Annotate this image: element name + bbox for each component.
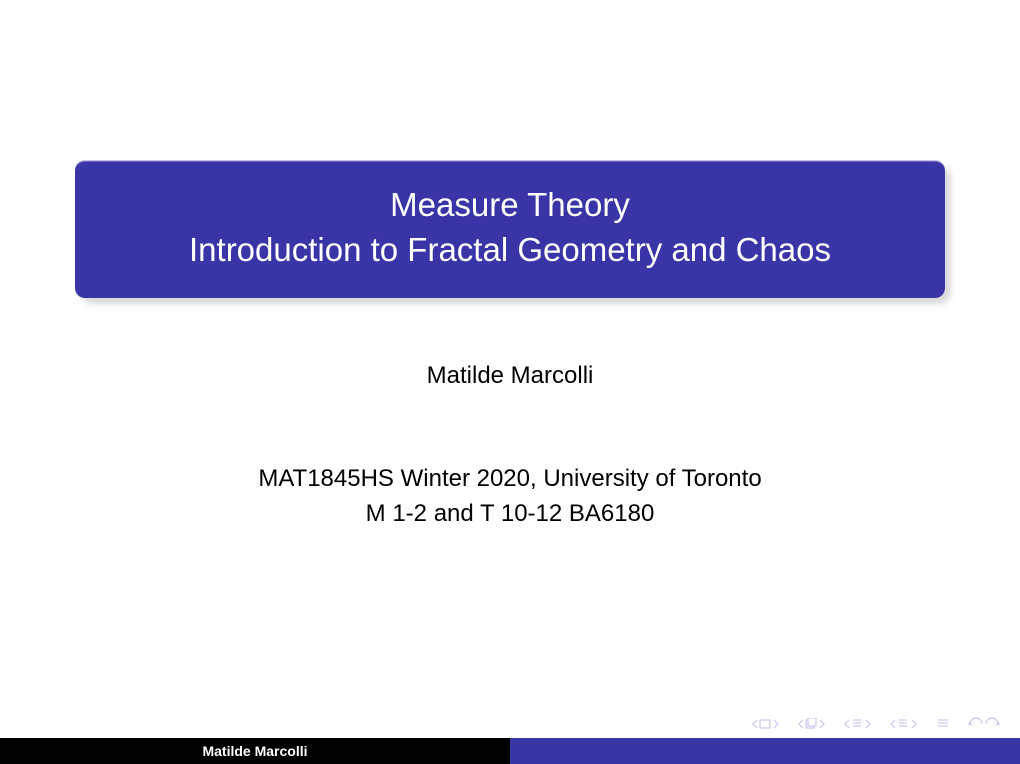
course-line-1: MAT1845HS Winter 2020, University of Tor… [258, 462, 761, 497]
nav-prev-section-icon[interactable] [798, 718, 826, 730]
author: Matilde Marcolli [427, 362, 594, 390]
course-line-2: M 1-2 and T 10-12 BA6180 [258, 497, 761, 532]
title-line-2: Introduction to Fractal Geometry and Cha… [105, 228, 915, 273]
footline-title [510, 738, 1020, 764]
footer: Matilde Marcolli [0, 710, 1020, 764]
course-info: MAT1845HS Winter 2020, University of Tor… [258, 462, 761, 532]
title-box: Measure Theory Introduction to Fractal G… [75, 160, 945, 298]
footline-author: Matilde Marcolli [0, 738, 510, 764]
nav-goto-icon[interactable] [936, 718, 950, 730]
footline: Matilde Marcolli [0, 738, 1020, 764]
nav-prev-icon[interactable] [844, 718, 872, 730]
nav-row [0, 710, 1020, 738]
nav-first-icon[interactable] [752, 718, 780, 730]
title-line-1: Measure Theory [105, 183, 915, 228]
title-block: Measure Theory Introduction to Fractal G… [75, 160, 945, 298]
slide: Measure Theory Introduction to Fractal G… [0, 0, 1020, 764]
nav-back-forward-icon[interactable] [968, 717, 1000, 731]
nav-next-icon[interactable] [890, 718, 918, 730]
